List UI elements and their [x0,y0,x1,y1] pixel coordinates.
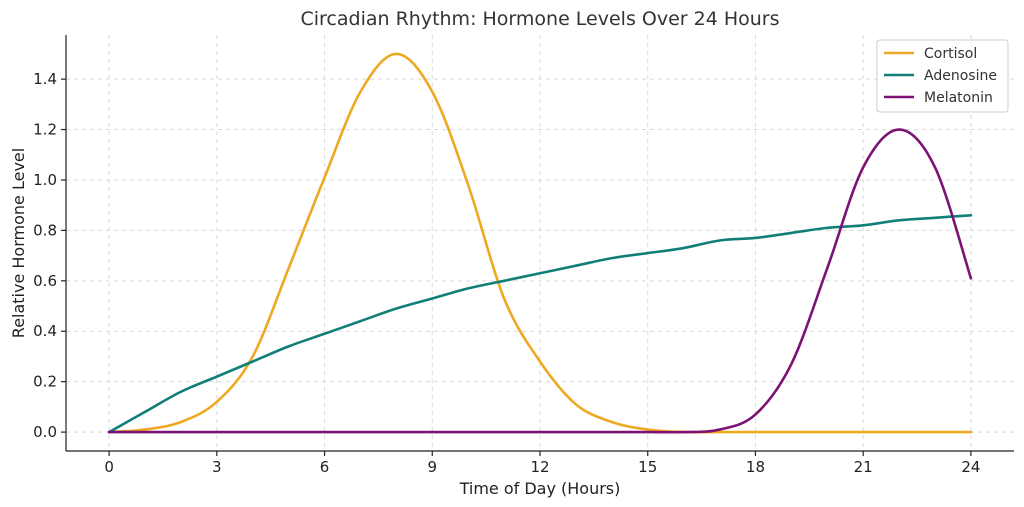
series-line-cortisol [107,52,973,434]
legend-label-adenosine: Adenosine [924,68,997,84]
grid-layer [66,35,1014,451]
y-tick-label: 0.8 [33,221,57,239]
series-line-melatonin [107,128,973,434]
x-axis-label: Time of Day (Hours) [459,479,621,498]
y-tick-label: 1.2 [33,121,57,139]
y-tick-label: 0.6 [33,272,57,290]
chart-title: Circadian Rhythm: Hormone Levels Over 24… [300,8,779,30]
x-tick-label: 12 [530,458,549,476]
y-tick-label: 0.2 [33,373,57,391]
y-tick-label: 1.0 [33,171,57,189]
x-ticks: 0 3 6 9 12 15 18 21 24 [104,451,980,476]
legend-label-melatonin: Melatonin [924,90,993,106]
x-tick-label: 18 [746,458,765,476]
legend: Cortisol Adenosine Melatonin [876,39,1009,113]
y-tick-label: 1.4 [33,70,57,88]
y-ticks: 0.0 0.2 0.4 0.6 0.8 1.0 1.2 1.4 [33,70,66,441]
y-tick-label: 0.0 [33,423,57,441]
x-tick-label: 0 [104,458,114,476]
x-tick-label: 6 [320,458,330,476]
x-tick-label: 3 [212,458,222,476]
legend-frame [876,39,1009,113]
y-axis-label: Relative Hormone Level [9,148,28,338]
x-tick-label: 15 [638,458,657,476]
x-tick-label: 24 [961,458,980,476]
x-tick-label: 9 [427,458,437,476]
x-tick-label: 21 [854,458,873,476]
series-line-adenosine [107,213,973,434]
series-layer [107,52,973,434]
y-tick-label: 0.4 [33,322,57,340]
legend-label-cortisol: Cortisol [924,46,977,62]
